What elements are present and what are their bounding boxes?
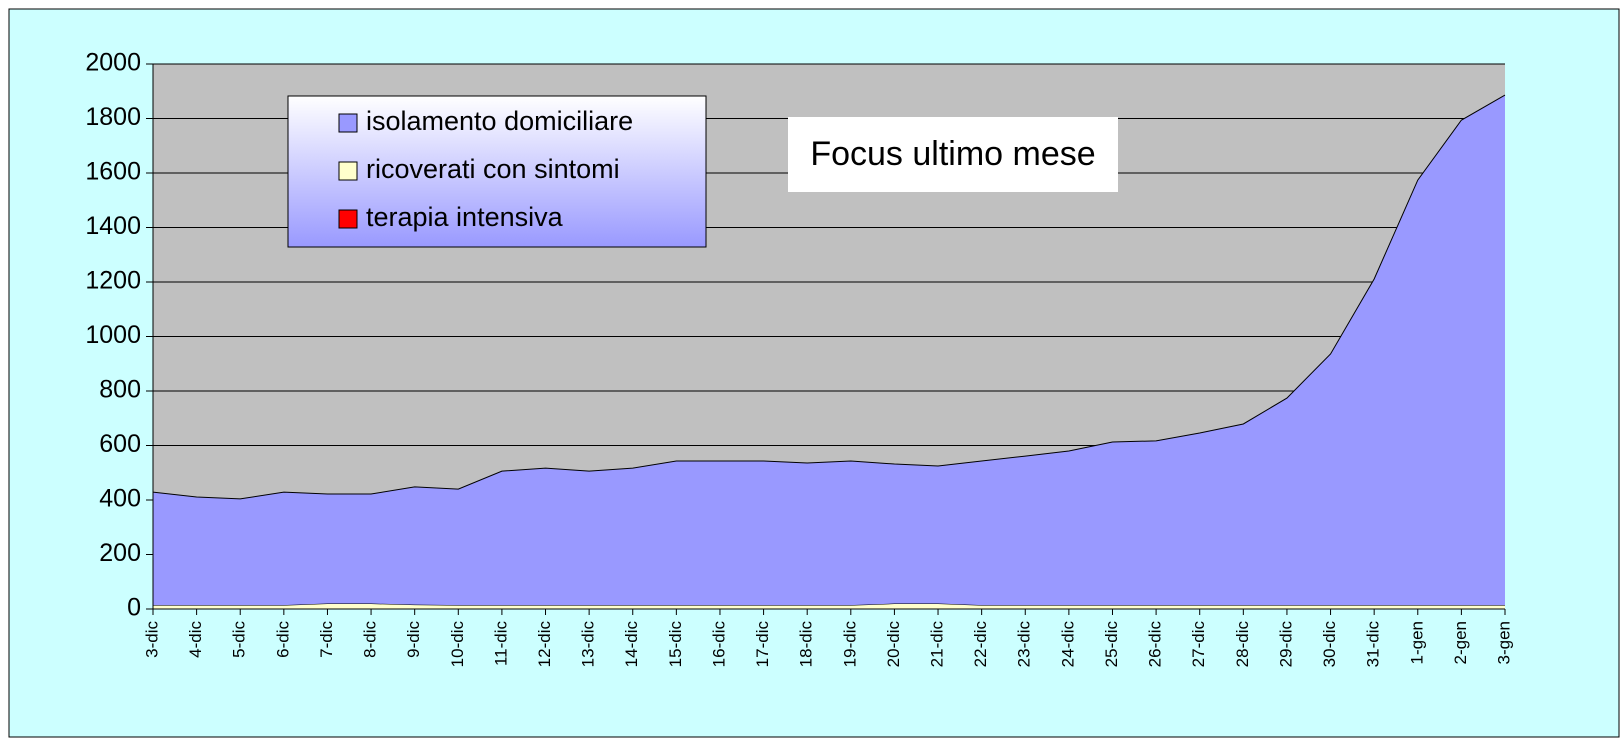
x-tick-label: 23-dic (1015, 621, 1034, 668)
legend-entries: isolamento domiciliare ricoverati con sin… (338, 106, 633, 232)
x-tick-label: 8-dic (361, 621, 380, 658)
x-tick-label: 3-gen (1494, 621, 1513, 664)
area (153, 603, 1505, 609)
x-tick-label: 7-dic (317, 621, 336, 658)
x-tick-label: 31-dic (1364, 621, 1383, 668)
x-tick-label: 30-dic (1320, 621, 1339, 668)
x-tick-label: 9-dic (404, 621, 423, 658)
y-tick-label: 600 (99, 430, 141, 458)
x-tick-label: 27-dic (1189, 621, 1208, 668)
chart-title: Focus ultimo mese (810, 135, 1095, 173)
y-tick-label: 200 (99, 539, 141, 567)
y-tick-label: 1400 (85, 212, 141, 240)
x-tick-label: 20-dic (884, 621, 903, 668)
title-box (788, 117, 1118, 192)
x-tick-label: 25-dic (1102, 621, 1121, 668)
y-tick-label: 2000 (85, 49, 141, 77)
x-tick-label: 4-dic (186, 621, 205, 658)
legend-swatch (338, 113, 358, 133)
x-tick-label: 18-dic (797, 621, 816, 668)
x-tick-label: 6-dic (273, 621, 292, 658)
legend (287, 95, 707, 248)
x-tick-label: 11-dic (491, 621, 510, 667)
x-tick-label: 15-dic (666, 621, 685, 668)
axes: 0 200 400 600 800 1000 1200 1400 1600 1800 2000 3-d… (85, 49, 1513, 668)
x-tick-label: 19-dic (840, 621, 859, 668)
areas (152, 94, 1506, 609)
x-tick-label: 14-dic (622, 621, 641, 668)
y-tick-label: 1800 (85, 103, 141, 131)
legend-label: terapia intensiva (366, 202, 564, 232)
x-tick-label: 2-gen (1451, 621, 1470, 664)
x-tick-label: 1-gen (1407, 621, 1426, 664)
y-tick-label: 1200 (85, 267, 141, 295)
x-tick-label: 24-dic (1058, 621, 1077, 668)
x-tick-label: 10-dic (448, 621, 467, 668)
legend-swatch (338, 161, 358, 181)
x-tick-label: 3-dic (142, 621, 161, 658)
legend-label: ricoverati con sintomi (366, 154, 620, 184)
legend-swatch (338, 209, 358, 229)
area (153, 95, 1505, 606)
y-tick-label: 0 (127, 594, 141, 622)
x-tick-label: 5-dic (230, 621, 249, 658)
x-tick-label: 26-dic (1146, 621, 1165, 668)
x-tick-label: 13-dic (579, 621, 598, 668)
x-tick-label: 21-dic (928, 621, 947, 668)
x-tick-label: 16-dic (709, 621, 728, 668)
y-tick-label: 1600 (85, 158, 141, 186)
x-tick-label: 12-dic (535, 621, 554, 668)
legend-label: isolamento domiciliare (366, 106, 633, 136)
x-tick-label: 28-dic (1233, 621, 1252, 668)
y-tick-label: 400 (99, 485, 141, 513)
x-tick-label: 29-dic (1276, 621, 1295, 668)
y-tick-label: 1000 (85, 321, 141, 349)
x-tick-label: 22-dic (971, 621, 990, 668)
x-tick-label: 17-dic (753, 621, 772, 668)
area-edge (152, 94, 1506, 500)
y-tick-label: 800 (99, 376, 141, 404)
